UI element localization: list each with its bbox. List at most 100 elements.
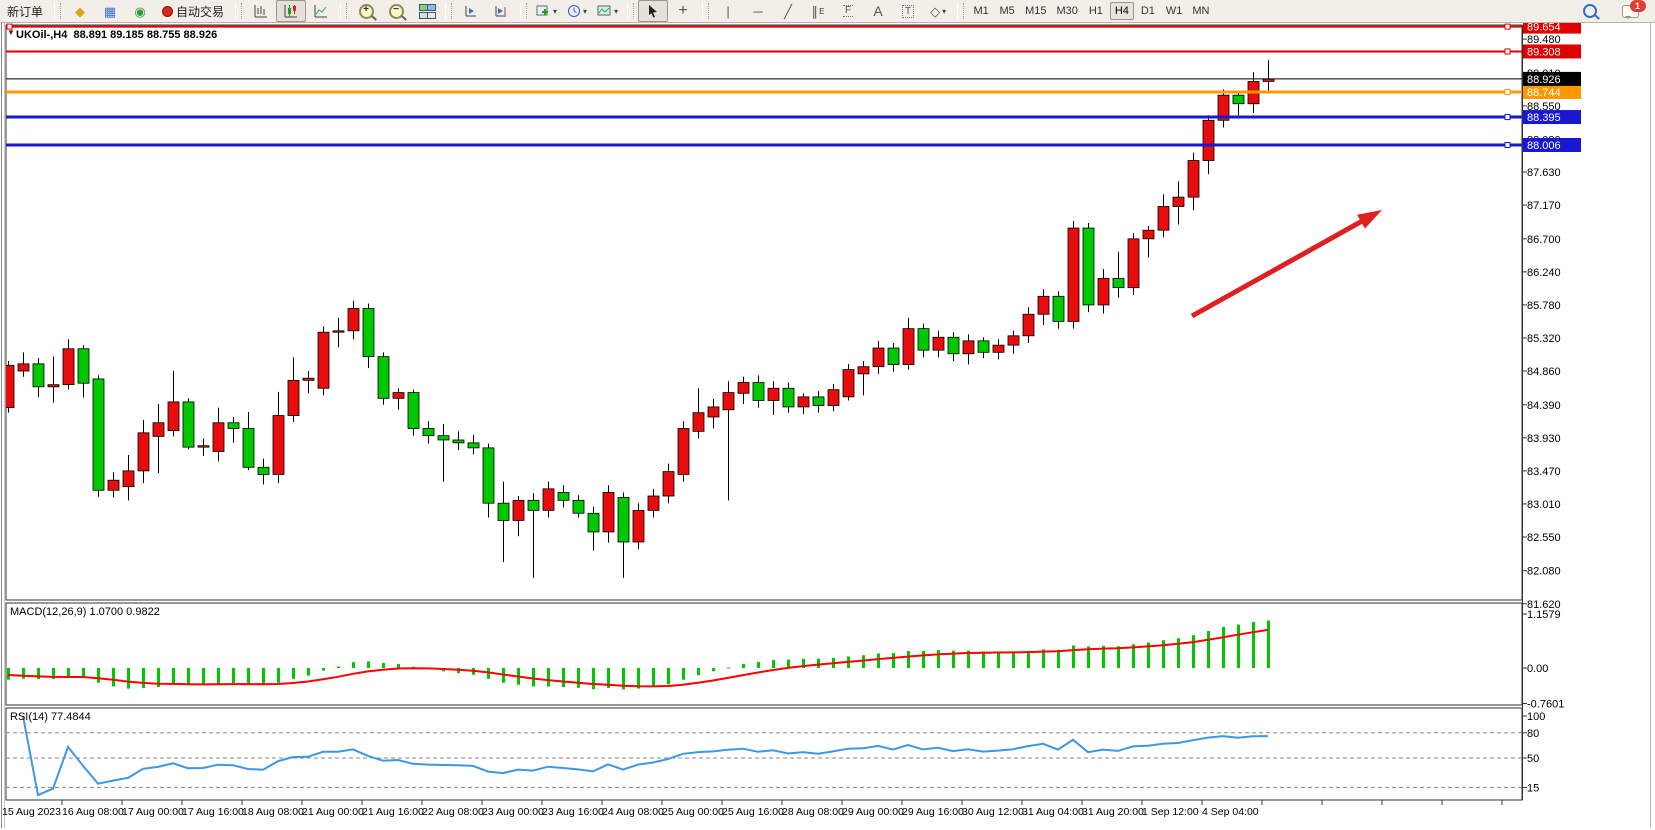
market-watch-icon[interactable]: ▦ [95, 0, 125, 22]
hline-handle[interactable] [1504, 88, 1511, 95]
candle-body [707, 406, 720, 418]
time-axis-label: 31 Aug 20:00 [1082, 806, 1144, 818]
auto-trading-label: 自动交易 [176, 4, 225, 19]
candle-body [767, 387, 780, 401]
candle-body [1172, 196, 1185, 207]
candlestick-chart-icon[interactable] [276, 0, 307, 22]
candle-body [347, 308, 360, 332]
toolbar-grip [520, 3, 528, 19]
rsi-line [22, 715, 1269, 797]
macd-histogram-bar [337, 666, 340, 668]
fibonacci-icon[interactable]: F [833, 0, 863, 22]
one-click-trading-arrow[interactable]: ▼ [7, 28, 15, 37]
trend-arrow-head[interactable] [1357, 210, 1382, 229]
rsi-pane[interactable] [5, 707, 1523, 801]
auto-trading-status-icon [162, 5, 174, 17]
timeframe-button-m1[interactable]: M1 [969, 2, 993, 20]
zoom-out-icon[interactable]: − [381, 0, 411, 22]
candle-body [887, 347, 900, 365]
macd-histogram-bar [982, 651, 985, 668]
macd-histogram-bar [712, 668, 715, 672]
new-order-button[interactable]: 新订单 [0, 1, 50, 21]
candle-body [542, 488, 555, 511]
price-tick-label: 87.170 [1527, 200, 1561, 212]
rsi-tick-label: 80 [1527, 728, 1539, 740]
vertical-line-icon[interactable]: | [713, 0, 743, 22]
chart-shift-icon[interactable] [486, 0, 516, 22]
cursor-icon[interactable] [638, 0, 669, 22]
add-indicator-icon[interactable]: ▾ [531, 0, 562, 22]
channel-icon[interactable]: ∥ E [803, 0, 833, 22]
hline-handle[interactable] [1504, 23, 1511, 30]
dropdown-arrow-icon: ▾ [583, 6, 588, 16]
timeframe-button-m5[interactable]: M5 [995, 2, 1019, 20]
search-glyph [1583, 4, 1597, 18]
timeframe-button-d1[interactable]: D1 [1136, 2, 1160, 20]
macd-histogram-bar [112, 668, 115, 687]
template-icon[interactable]: ▾ [592, 0, 623, 22]
timeframe-button-w1[interactable]: W1 [1162, 2, 1187, 20]
macd-histogram-bar [52, 668, 55, 680]
macd-histogram-bar [7, 668, 10, 680]
search-icon[interactable] [1575, 0, 1605, 22]
macd-histogram-bar [1102, 645, 1105, 668]
macd-histogram-bar [862, 655, 865, 668]
timeframe-button-h1[interactable]: H1 [1084, 2, 1108, 20]
zoom-in-icon[interactable]: + [351, 0, 381, 22]
label-icon[interactable]: T [893, 0, 923, 22]
horizontal-line-icon[interactable]: ─ [743, 0, 773, 22]
timeframe-button-m30[interactable]: M30 [1052, 2, 1081, 20]
candle-body [107, 479, 120, 491]
hline-handle[interactable] [6, 23, 13, 30]
candle-body [1127, 238, 1140, 289]
timeframe-button-mn[interactable]: MN [1188, 2, 1213, 20]
macd-histogram-bar [1042, 649, 1045, 668]
timeframe-button-h4[interactable]: H4 [1109, 2, 1134, 20]
auto-trading-button[interactable]: 自动交易 [155, 1, 231, 21]
candle-body [152, 422, 165, 437]
price-pane[interactable] [5, 24, 1523, 601]
period-icon[interactable]: ▾ [562, 0, 592, 22]
macd-histogram-bar [577, 668, 580, 688]
macd-histogram-bar [22, 668, 25, 679]
macd-pane[interactable] [5, 602, 1523, 706]
macd-histogram-bar [772, 660, 775, 668]
text-icon[interactable]: A [863, 0, 893, 22]
bar-chart-icon[interactable] [246, 0, 276, 22]
auto-scroll-icon[interactable] [456, 0, 486, 22]
tile-windows-icon[interactable] [411, 0, 441, 22]
time-axis-label: 30 Aug 12:00 [962, 806, 1024, 818]
trendline-icon[interactable]: ╱ [773, 0, 803, 22]
chat-icon[interactable]: 1 [1615, 0, 1646, 22]
price-tick-label: 85.780 [1527, 300, 1561, 312]
macd-histogram-bar [1087, 646, 1090, 668]
profile-icon[interactable]: ◆ [65, 0, 95, 22]
candle-body [872, 347, 885, 368]
timeframe-button-m15[interactable]: M15 [1021, 2, 1050, 20]
macd-histogram-bar [727, 667, 730, 669]
macd-histogram-bar [592, 668, 595, 690]
dropdown-arrow-icon: ▾ [614, 6, 619, 16]
zoom-out-glyph: − [388, 3, 404, 19]
candle-body [1142, 229, 1155, 240]
line-chart-icon[interactable] [306, 0, 336, 22]
time-axis-label: 17 Aug 16:00 [182, 806, 244, 818]
dropdown-arrow-icon: ▾ [553, 6, 558, 16]
macd-histogram-bar [817, 658, 820, 668]
price-badge [1523, 84, 1581, 99]
hline-handle[interactable] [1504, 114, 1511, 121]
macd-histogram-bar [697, 668, 700, 676]
crosshair-icon[interactable]: + [668, 0, 698, 22]
market-watch-glyph: ▦ [103, 3, 117, 19]
signal-icon[interactable]: ◉ [125, 0, 155, 22]
macd-histogram-bar [307, 668, 310, 676]
hline-handle[interactable] [1504, 142, 1511, 148]
hline-handle[interactable] [1504, 48, 1511, 55]
macd-histogram-bar [532, 668, 535, 687]
shapes-icon[interactable]: ◇ ▾ [923, 0, 953, 22]
candle-body [392, 392, 405, 399]
candle-body [857, 366, 870, 375]
candle-body [1187, 160, 1200, 198]
trend-arrow-line[interactable] [1190, 217, 1366, 319]
